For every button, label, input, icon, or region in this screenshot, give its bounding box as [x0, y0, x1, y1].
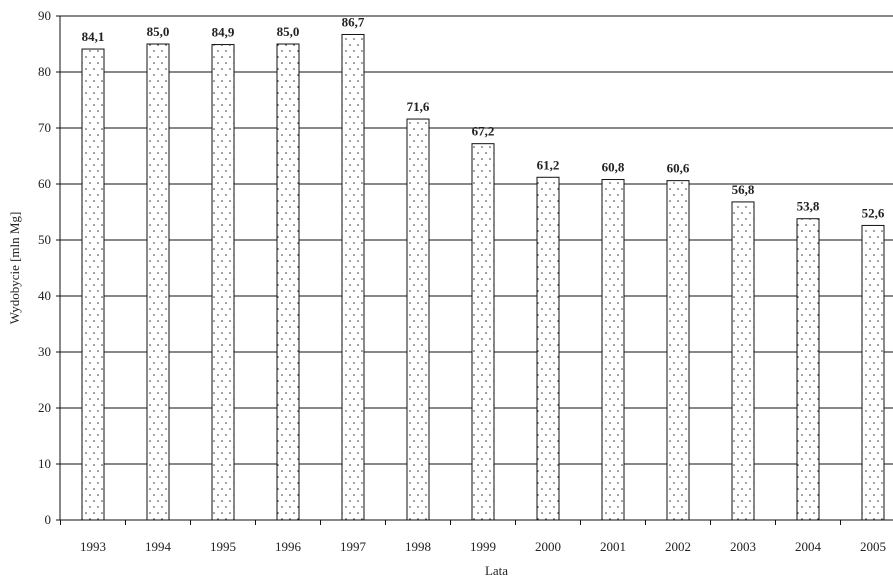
x-tick-label-1996: 1996 [275, 539, 302, 554]
x-tick-label-2001: 2001 [600, 539, 626, 554]
y-axis-title: Wydobycie [mln Mg] [7, 212, 22, 325]
bar-2000 [536, 176, 560, 521]
y-tick-label: 40 [38, 288, 51, 303]
value-label-2003: 56,8 [732, 182, 755, 197]
value-label-1997: 86,7 [342, 14, 365, 29]
bar-1997 [341, 33, 365, 521]
y-tick-label: 80 [38, 64, 51, 79]
y-tick-label: 0 [45, 512, 52, 527]
value-label-1999: 67,2 [472, 124, 495, 139]
value-label-2002: 60,6 [667, 161, 690, 176]
y-tick-label: 10 [38, 456, 51, 471]
value-label-2005: 52,6 [862, 205, 885, 220]
bar-1995 [211, 44, 235, 521]
bar-2003 [731, 201, 755, 521]
bar-1999 [471, 143, 495, 521]
bar-2005 [861, 224, 885, 521]
y-tick-label: 20 [38, 400, 51, 415]
x-tick-label-2000: 2000 [535, 539, 561, 554]
y-tick-label: 60 [38, 176, 51, 191]
value-label-1996: 85,0 [277, 24, 300, 39]
bar-1998 [406, 118, 430, 521]
x-tick-label-2004: 2004 [795, 539, 822, 554]
x-tick-label-1998: 1998 [405, 539, 431, 554]
x-tick-label-1995: 1995 [210, 539, 236, 554]
value-label-1994: 85,0 [147, 24, 170, 39]
y-tick-label: 90 [38, 8, 51, 23]
x-tick-label-1993: 1993 [80, 539, 106, 554]
x-tick-label-2005: 2005 [860, 539, 886, 554]
bars: 84,1 85,0 84,9 85,0 86,7 71,6 67,2 61,2 60,8 60,6… [81, 14, 885, 521]
x-tick-label-1994: 1994 [145, 539, 172, 554]
bar-1993 [81, 48, 105, 521]
axes: 0 10 20 30 40 50 60 70 80 90 1993 1994 1995 1996 1997 1… [38, 8, 893, 554]
y-tick-label: 30 [38, 344, 51, 359]
value-label-1993: 84,1 [82, 29, 105, 44]
y-tick-label: 70 [38, 120, 51, 135]
x-tick-label-2003: 2003 [730, 539, 756, 554]
bar-1996 [276, 43, 300, 521]
value-label-1995: 84,9 [212, 25, 235, 40]
bar-2001 [601, 179, 625, 521]
value-label-2000: 61,2 [537, 157, 560, 172]
bar-1994 [146, 43, 170, 521]
value-label-2001: 60,8 [602, 160, 625, 175]
x-tick-label-1997: 1997 [340, 539, 367, 554]
bar-2002 [666, 180, 690, 521]
x-axis-title: Lata [485, 563, 508, 578]
value-label-2004: 53,8 [797, 199, 820, 214]
x-tick-label-2002: 2002 [665, 539, 691, 554]
bar-2004 [796, 218, 820, 521]
x-tick-label-1999: 1999 [470, 539, 496, 554]
value-label-1998: 71,6 [407, 99, 430, 114]
y-tick-label: 50 [38, 232, 51, 247]
